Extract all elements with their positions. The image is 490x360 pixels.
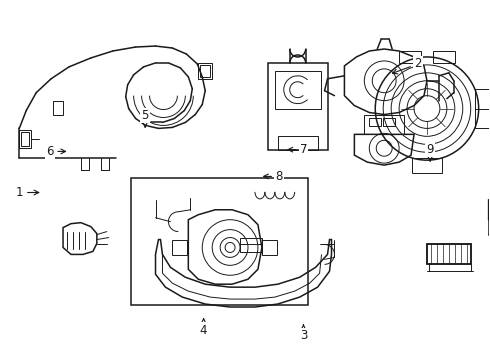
Text: 8: 8	[264, 170, 283, 183]
Bar	[21, 132, 29, 146]
Bar	[427, 244, 471, 264]
Bar	[433, 51, 455, 63]
Bar	[268, 63, 327, 150]
Bar	[240, 238, 262, 252]
Bar	[369, 118, 381, 126]
Bar	[53, 100, 63, 114]
Bar	[475, 89, 490, 129]
Text: 2: 2	[392, 57, 422, 74]
Bar	[262, 239, 277, 255]
Text: 3: 3	[300, 325, 307, 342]
Bar	[275, 71, 320, 109]
Bar	[412, 158, 442, 173]
Text: 1: 1	[16, 186, 39, 199]
Text: 4: 4	[200, 319, 207, 337]
Text: 5: 5	[142, 109, 149, 127]
Bar	[172, 239, 187, 255]
Bar	[278, 136, 318, 150]
Text: 6: 6	[47, 145, 66, 158]
Bar	[427, 244, 471, 264]
Text: 7: 7	[288, 143, 307, 156]
Bar	[200, 65, 210, 77]
Text: 9: 9	[426, 143, 434, 161]
Bar	[19, 130, 31, 148]
Bar	[383, 118, 395, 126]
Bar	[365, 114, 404, 134]
Bar	[198, 63, 212, 79]
Bar	[131, 178, 308, 305]
Bar	[399, 51, 421, 63]
